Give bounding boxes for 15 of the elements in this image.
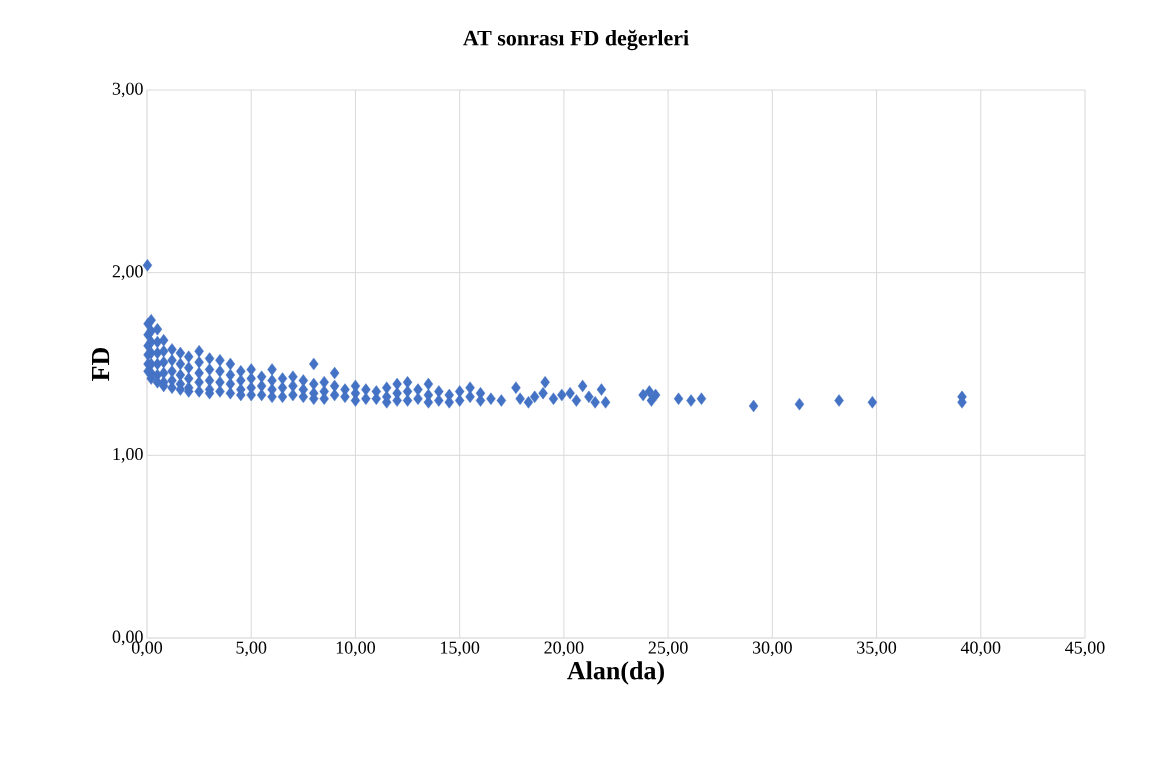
x-tick-label: 15,00 [441,641,480,657]
x-axis-title: Alan(da) [567,661,664,685]
x-tick-label: 10,00 [336,641,376,657]
x-tick-label: 35,00 [857,641,897,657]
y-tick-label: 1,00 [113,447,143,463]
y-tick-label: 3,00 [112,82,143,98]
x-tick-label: 25,00 [648,641,688,657]
x-tick-label: 5,00 [236,641,267,657]
x-tick-label: 20,00 [544,641,584,657]
y-tick-label: 2,00 [112,265,143,281]
y-axis-title: FD [92,347,110,381]
x-tick-label: 30,00 [752,641,792,657]
x-tick-label: 45,00 [1065,641,1105,657]
chart-title: AT sonrası FD değerleri [463,29,689,51]
x-tick-label: 40,00 [960,641,1001,657]
